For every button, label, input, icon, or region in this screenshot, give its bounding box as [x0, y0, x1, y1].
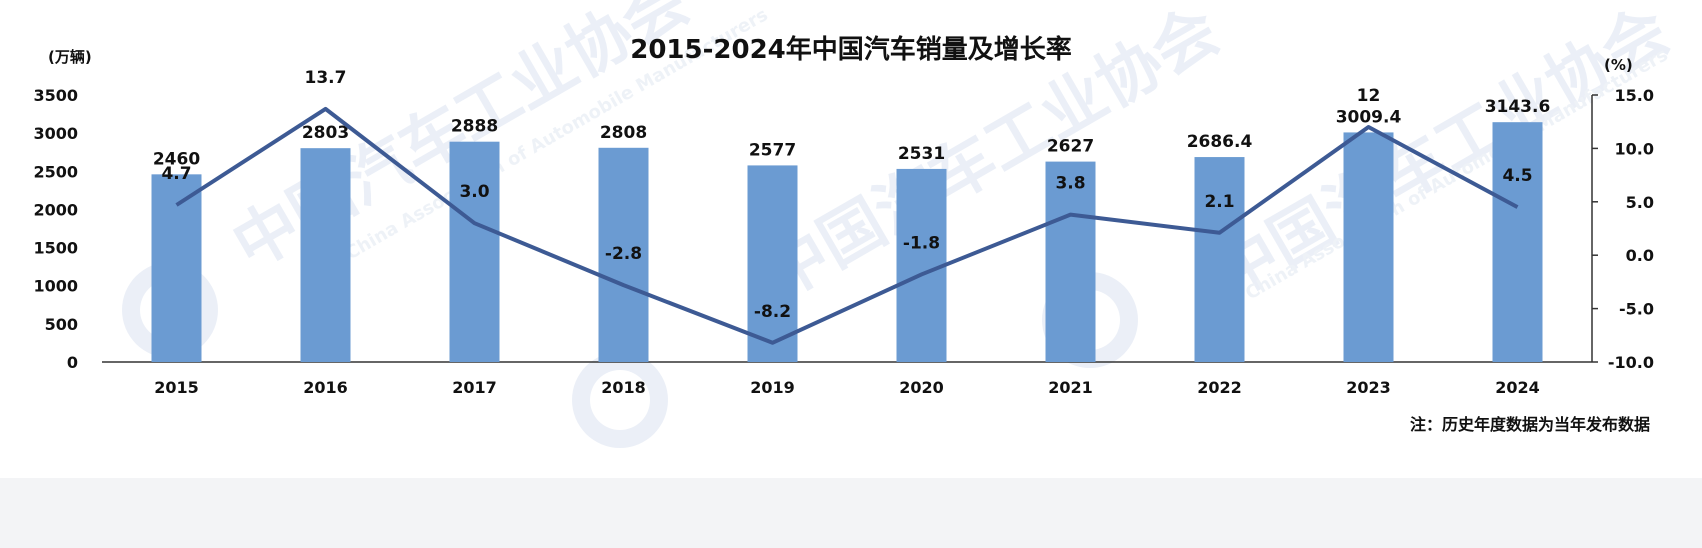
- right-tick-label: -5.0: [1619, 300, 1654, 319]
- left-tick-label: 2000: [33, 200, 78, 219]
- right-axis-unit: (%): [1604, 56, 1633, 74]
- left-tick-label: 2500: [33, 162, 78, 181]
- left-tick-label: 1500: [33, 239, 78, 258]
- left-axis-ticks: 0 500 1000 1500 2000 2500 3000 3500: [33, 86, 78, 372]
- growth-rate-label: -8.2: [754, 302, 791, 322]
- bar: [1492, 122, 1543, 362]
- right-tick-label: 5.0: [1626, 193, 1654, 212]
- x-axis-ticks: 2015 2016 2017 2018 2019 2020 2021 2022 2023 2024: [154, 378, 1540, 397]
- bar-value-label: 2627: [1047, 137, 1094, 157]
- right-tick-label: -10.0: [1608, 353, 1654, 372]
- x-tick-label: 2020: [899, 378, 944, 397]
- left-axis-unit: (万辆): [48, 48, 92, 66]
- bar: [598, 147, 649, 362]
- bar-value-labels: 2460 2803 2888 2808 2577 2531 2627 2686.4 3009.4…: [153, 97, 1550, 169]
- x-tick-label: 2017: [452, 378, 497, 397]
- growth-rate-label: 3.0: [459, 182, 489, 202]
- growth-rate-labels: 4.7 13.7 3.0 -2.8 -8.2 -1.8 3.8 2.1 12 4.5: [161, 68, 1532, 322]
- bar: [1045, 161, 1096, 362]
- growth-rate-label: 13.7: [305, 68, 347, 88]
- watermark-text-3: 中国汽车工业协会: [1201, 0, 1681, 314]
- bar-value-label: 2531: [898, 144, 945, 164]
- x-tick-label: 2024: [1495, 378, 1540, 397]
- bar: [1194, 157, 1245, 362]
- left-tick-label: 1000: [33, 277, 78, 296]
- bar-value-label: 2577: [749, 140, 796, 160]
- right-tick-label: 0.0: [1626, 246, 1654, 265]
- chart-note: 注：历史年度数据为当年发布数据: [1410, 415, 1650, 434]
- bar-value-label: 2686.4: [1187, 132, 1253, 152]
- bar: [1343, 132, 1394, 362]
- x-tick-label: 2023: [1346, 378, 1391, 397]
- x-tick-label: 2022: [1197, 378, 1242, 397]
- growth-rate-label: -1.8: [903, 233, 940, 253]
- right-tick-label: 10.0: [1615, 139, 1654, 158]
- left-tick-label: 3500: [33, 86, 78, 105]
- bar-value-label: 3143.6: [1485, 97, 1551, 117]
- growth-rate-label: 2.1: [1204, 192, 1234, 212]
- growth-rate-line: [175, 106, 1519, 345]
- growth-rate-label: 12: [1357, 86, 1381, 106]
- bar: [300, 148, 351, 362]
- right-axis-ticks: -10.0 -5.0 0.0 5.0 10.0 15.0: [1592, 86, 1654, 372]
- bar: [896, 168, 947, 362]
- bar: [449, 141, 500, 362]
- bar: [151, 174, 202, 362]
- watermark-logo-2: [572, 352, 668, 448]
- bar-series: [151, 122, 1543, 362]
- bar-value-label: 3009.4: [1336, 107, 1402, 127]
- right-tick-label: 15.0: [1615, 86, 1654, 105]
- bar: [747, 165, 798, 362]
- chart-svg: 中国汽车工业协会 中国汽车工业协会 中国汽车工业协会 China Associa…: [33, 0, 1681, 448]
- bar-value-label: 2808: [600, 123, 647, 143]
- x-tick-label: 2021: [1048, 378, 1093, 397]
- growth-rate-label: 3.8: [1055, 174, 1085, 194]
- x-tick-label: 2016: [303, 378, 348, 397]
- growth-rate-label: 4.7: [161, 164, 191, 184]
- bar-value-label: 2803: [302, 123, 349, 143]
- growth-rate-label: 4.5: [1502, 166, 1532, 186]
- left-tick-label: 3000: [33, 124, 78, 143]
- left-tick-label: 0: [67, 353, 78, 372]
- left-tick-label: 500: [45, 315, 78, 334]
- footer-band: [0, 478, 1702, 548]
- bar-value-label: 2888: [451, 117, 498, 137]
- chart-title: 2015-2024年中国汽车销量及增长率: [630, 34, 1072, 65]
- x-tick-label: 2018: [601, 378, 646, 397]
- bar-value-label: 2460: [153, 149, 200, 169]
- growth-rate-label: -2.8: [605, 244, 642, 264]
- x-tick-label: 2019: [750, 378, 795, 397]
- x-tick-label: 2015: [154, 378, 199, 397]
